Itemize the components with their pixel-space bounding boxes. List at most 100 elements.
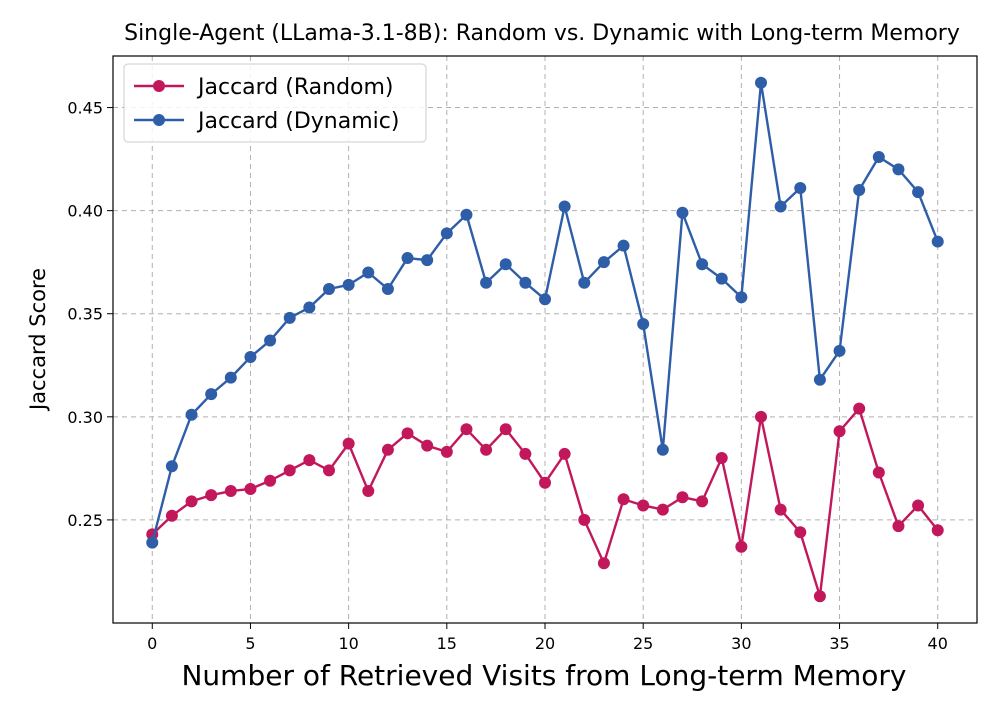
data-point (794, 181, 807, 194)
data-point (499, 423, 512, 436)
x-axis-title: Number of Retrieved Visits from Long-ter… (181, 659, 906, 692)
data-point (421, 254, 434, 267)
data-point (656, 443, 669, 456)
data-point (205, 489, 218, 502)
data-point (440, 445, 453, 458)
data-point (735, 540, 748, 553)
data-point (264, 474, 277, 487)
legend-item: Jaccard (Dynamic) (134, 109, 399, 134)
data-point (578, 276, 591, 289)
x-tick-label: 25 (633, 634, 653, 653)
x-tick-label: 40 (928, 634, 948, 653)
data-point (912, 499, 925, 512)
data-point (853, 184, 866, 197)
data-point (440, 227, 453, 240)
data-point (813, 590, 826, 603)
x-tick-label: 10 (338, 634, 358, 653)
data-point (755, 76, 767, 89)
data-point (539, 476, 551, 489)
data-point (323, 464, 335, 477)
data-point (558, 200, 571, 213)
data-point (480, 276, 493, 289)
x-tick-label: 20 (535, 634, 555, 653)
data-point (774, 503, 787, 516)
y-axis-title: Jaccard Score (26, 268, 50, 412)
data-point (421, 439, 434, 452)
data-point (578, 513, 591, 526)
y-tick-label: 0.25 (67, 511, 103, 530)
data-point (892, 163, 905, 176)
grid (113, 56, 977, 623)
data-point (342, 437, 355, 450)
data-point (146, 536, 159, 549)
data-point (283, 464, 296, 477)
x-tick-label: 30 (731, 634, 751, 653)
data-point (833, 425, 846, 438)
legend-marker (153, 80, 165, 92)
legend-marker (153, 114, 165, 126)
data-point (597, 256, 610, 269)
data-point (656, 503, 669, 516)
data-point (676, 491, 689, 504)
data-point (283, 311, 296, 324)
data-point (617, 493, 630, 506)
data-point (224, 485, 237, 498)
data-point (362, 485, 375, 498)
data-point (597, 557, 610, 570)
data-point (617, 239, 630, 252)
data-point (892, 520, 905, 533)
data-point (735, 291, 748, 304)
data-point (931, 524, 944, 537)
data-point (480, 443, 493, 456)
legend-item: Jaccard (Random) (134, 75, 394, 100)
data-point (244, 351, 257, 364)
data-point (637, 499, 650, 512)
data-point (460, 208, 473, 221)
data-point (165, 509, 178, 522)
data-point (342, 278, 355, 291)
data-point (696, 258, 709, 271)
series-jaccard-random (146, 402, 944, 603)
data-point (401, 252, 414, 265)
data-point (519, 276, 532, 289)
data-point (931, 235, 944, 248)
data-point (755, 410, 767, 423)
data-point (774, 200, 787, 213)
data-point (303, 454, 316, 467)
data-point (558, 447, 571, 460)
data-point (499, 258, 512, 271)
x-tick-label: 0 (147, 634, 157, 653)
x-tick-label: 5 (245, 634, 255, 653)
data-point (185, 408, 198, 421)
data-point (362, 266, 375, 279)
legend-label: Jaccard (Random) (196, 75, 394, 100)
data-point (381, 443, 394, 456)
data-point (853, 402, 866, 415)
data-point (637, 318, 650, 331)
data-point (244, 482, 257, 495)
data-point (872, 151, 885, 164)
data-point (519, 447, 532, 460)
plot-series (146, 76, 944, 603)
data-point (715, 272, 728, 285)
legend-label: Jaccard (Dynamic) (196, 109, 399, 134)
data-point (323, 282, 335, 295)
legend-box (123, 63, 427, 143)
data-point (833, 344, 846, 357)
data-point (205, 388, 218, 401)
x-tick-label: 35 (829, 634, 849, 653)
chart-title: Single-Agent (LLama-3.1-8B): Random vs. … (124, 21, 960, 46)
data-point (303, 301, 316, 314)
x-tick-label: 15 (437, 634, 457, 653)
data-point (165, 460, 178, 473)
y-tick-label: 0.35 (67, 305, 103, 324)
data-point (872, 466, 885, 479)
data-point (224, 371, 237, 384)
data-point (539, 293, 551, 306)
data-point (185, 495, 198, 508)
data-point (912, 186, 925, 199)
y-tick-label: 0.40 (67, 202, 103, 221)
data-point (264, 334, 277, 347)
data-point (696, 495, 709, 508)
